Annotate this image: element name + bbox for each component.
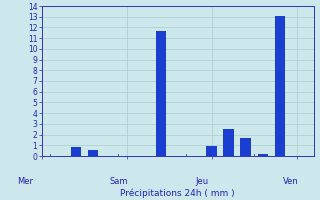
- Bar: [87, 150, 98, 156]
- Text: Jeu: Jeu: [195, 177, 208, 186]
- Bar: [223, 129, 234, 156]
- Bar: [275, 16, 285, 156]
- Text: Sam: Sam: [109, 177, 128, 186]
- Bar: [241, 138, 251, 156]
- Bar: [70, 147, 81, 156]
- Text: Ven: Ven: [283, 177, 299, 186]
- Bar: [156, 31, 166, 156]
- Bar: [206, 146, 217, 156]
- Text: Mer: Mer: [18, 177, 34, 186]
- Bar: [258, 154, 268, 156]
- Text: Précipitations 24h ( mm ): Précipitations 24h ( mm ): [120, 188, 235, 198]
